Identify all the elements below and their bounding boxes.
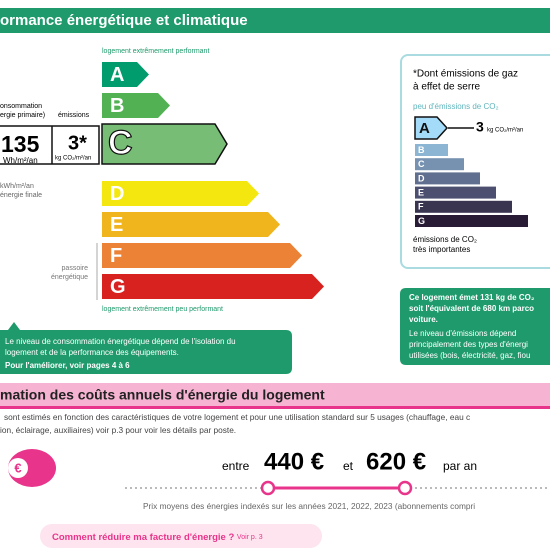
energy-class-letter: F [110,245,122,267]
ghg-class-letter: E [418,187,424,197]
callout-text: utilisées (bois, électricité, gaz, fiou [409,351,530,360]
energy-class-letter: G [110,276,126,298]
ghg-top-label: peu d'émissions de CO₂ [413,102,499,111]
callout-text: Le niveau de consommation énergétique dé… [5,337,236,346]
callout-text: logement et de la performance des équipe… [5,348,179,357]
advice-text[interactable]: Comment réduire ma facture d'énergie ? V… [52,532,263,543]
energy-class-letter: C [108,124,133,162]
ghg-class-letter: C [418,159,425,169]
max-cost: 620 € [366,448,426,475]
ghg-class-letter: F [418,202,424,212]
final-energy: kWh/m²/an [0,183,34,190]
energy-class-letter: B [110,95,124,117]
callout-text: Ce logement émet 131 kg de CO₂ [409,293,535,302]
energy-top-label: logement extrêmement performant [102,48,209,55]
ghg-class-letter: D [418,173,425,183]
ghg-callout [400,288,550,365]
energy-callout [0,322,292,374]
costs-underline [0,406,550,409]
ghg-title: à effet de serre [413,82,481,93]
final-energy: énergie finale [0,192,42,199]
range-handle [397,480,413,496]
value-box [0,125,100,165]
costs-description: ion, éclairage, auxiliaires) voir p.3 po… [0,425,236,435]
energy-class-bar [102,212,280,237]
consumption-label: ergie primaire) [0,112,45,119]
between: entre [222,459,250,473]
callout-text: voiture. [409,315,438,324]
ghg-class-bar [415,158,464,171]
ghg-class-bar [415,172,480,185]
callout-text: soit l'équivalent de 680 km parco [409,304,534,313]
callout-text: Le niveau d'émissions dépend [409,329,516,338]
callout-text: principalement des types d'énergi [409,340,528,349]
min-cost: 440 € [264,448,324,475]
and: et [343,459,354,473]
costs-title: mation des coûts annuels d'énergie du lo… [0,387,325,403]
advice-label[interactable]: Comment réduire ma facture d'énergie ? [52,532,234,543]
ghg-class-bar [415,186,496,199]
ghg-title: *Dont émissions de gaz [413,69,518,80]
emissions-value: 3* [68,132,87,154]
energy-class-letter: E [110,214,123,236]
costs-bar [0,383,550,408]
ghg-class-letter: A [419,120,430,137]
emissions-label: émissions [58,112,90,119]
advice-link[interactable]: Voir p. 3 [237,534,263,541]
ghg-bottom-label: très importantes [413,245,470,254]
passoire-label: passoire [62,265,89,272]
ghg-class-letter: B [418,145,425,155]
ghg-class-bar [415,144,448,156]
ghg-value: 3 [476,119,484,135]
energy-bottom-label: logement extrêmement peu performant [102,306,223,313]
coin [8,458,28,478]
energy-class-bar [102,93,170,118]
energy-class-bar [102,62,149,87]
energy-class-letter: A [110,64,124,86]
energy-class-bar [102,181,259,206]
energy-class-bar [101,123,228,165]
ghg-bottom-label: émissions de CO₂ [413,235,477,244]
consumption-unit: Wh/m²/an [3,156,38,165]
ghg-class-bar [414,116,449,140]
energy-class-bar [102,274,324,299]
costs-footnote: Prix moyens des énergies indexés sur les… [143,501,475,511]
ghg-unit: kg CO₂/m²/an [487,128,523,134]
range-handle [260,480,276,496]
energy-class-bar [102,243,302,268]
ghg-box [400,54,550,269]
callout-text: Pour l'améliorer, voir pages 4 à 6 [5,361,130,370]
advice-button[interactable] [40,524,322,548]
consumption-label: onsommation [0,103,42,110]
ghg-class-bar [415,215,528,227]
ghg-class-letter: G [418,216,425,226]
header-bar [0,8,550,33]
ghg-class-bar [415,200,512,213]
costs-description: sont estimés en fonction des caractérist… [4,412,470,422]
header-title: ormance énergétique et climatique [0,12,248,29]
emissions-unit: kg CO₂/m²/an [55,156,91,162]
energy-class-letter: D [110,183,124,205]
passoire-label: énergétique [51,274,88,281]
coin-symbol: € [14,460,21,475]
per-year: par an [443,459,477,473]
consumption-value: 135 [1,131,40,157]
